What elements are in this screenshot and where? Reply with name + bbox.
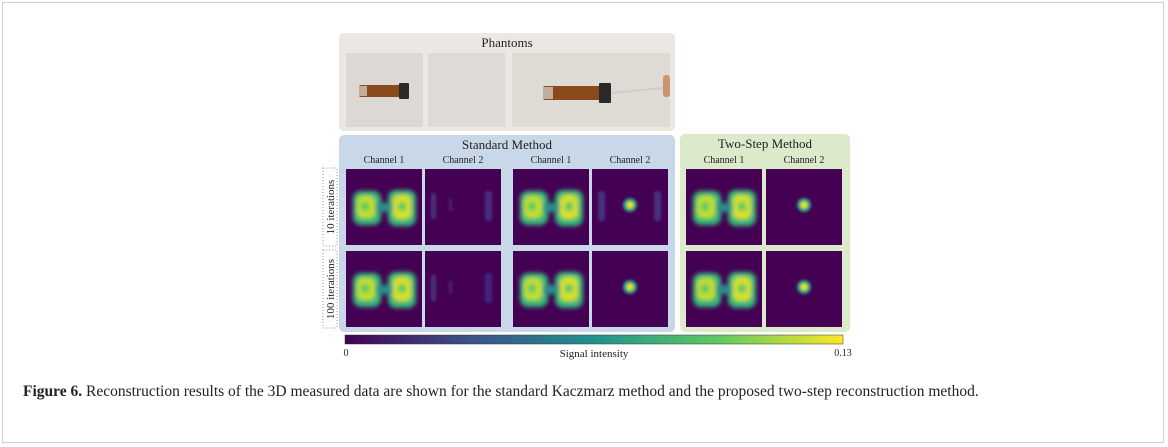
blob — [449, 281, 452, 293]
blob — [565, 284, 573, 293]
heatmap — [686, 251, 762, 327]
heatmap — [592, 251, 668, 327]
channel-label: Channel 1 — [531, 155, 572, 166]
blob — [361, 284, 369, 293]
blob — [398, 284, 406, 293]
row-label: 100 iterations — [325, 259, 337, 319]
channel-label: Channel 1 — [704, 155, 745, 166]
heatmap — [513, 251, 589, 327]
blob — [797, 198, 811, 212]
caption-text: Reconstruction results of the 3D measure… — [86, 383, 979, 400]
colorbar — [345, 335, 843, 344]
heatmap — [425, 251, 501, 327]
blob — [701, 284, 709, 293]
blob — [598, 191, 605, 221]
colorbar-label: Signal intensity — [560, 348, 629, 360]
blob — [623, 280, 637, 294]
blob — [716, 203, 732, 212]
channel-label: Channel 2 — [443, 155, 484, 166]
heatmap — [686, 169, 762, 245]
blob — [738, 202, 746, 211]
blob — [376, 203, 392, 212]
channel-label: Channel 2 — [610, 155, 651, 166]
blob — [701, 202, 709, 211]
heatmap — [346, 251, 422, 327]
row-label: 10 iterations — [325, 180, 337, 235]
caption-label: Figure 6. — [23, 383, 82, 400]
heatmap — [592, 169, 668, 245]
panel-title: Standard Method — [462, 137, 552, 152]
blob — [801, 202, 808, 209]
caption: Figure 6. Reconstruction results of the … — [23, 380, 1103, 403]
heatmap — [766, 251, 842, 327]
blob — [449, 199, 452, 211]
blob — [485, 191, 492, 221]
figure-graphic: Phantoms Standard Method Two-Step Method… — [3, 3, 1163, 373]
blob — [543, 203, 559, 212]
heatmap — [513, 169, 589, 245]
blob — [361, 202, 369, 211]
blob — [398, 202, 406, 211]
blob — [654, 191, 661, 221]
channel-label: Channel 1 — [364, 155, 405, 166]
blob — [627, 284, 634, 291]
heatmap — [346, 169, 422, 245]
blob — [797, 280, 811, 294]
panel-title: Two-Step Method — [718, 136, 813, 151]
photo — [346, 53, 423, 127]
photo — [512, 53, 670, 127]
blob — [528, 202, 536, 211]
colorbar-min: 0 — [344, 348, 349, 359]
blob — [627, 202, 634, 209]
blob — [376, 285, 392, 294]
blob — [485, 273, 492, 303]
blob — [543, 285, 559, 294]
heatmap — [766, 169, 842, 245]
channel-label: Channel 2 — [784, 155, 825, 166]
blob — [801, 284, 808, 291]
blob — [738, 284, 746, 293]
heatmap — [425, 169, 501, 245]
figure: Phantoms Standard Method Two-Step Method… — [2, 2, 1164, 443]
blob — [716, 285, 732, 294]
blob — [431, 193, 436, 219]
photo — [428, 53, 505, 127]
blob — [431, 275, 436, 301]
panel-title: Phantoms — [481, 35, 532, 50]
blob — [565, 202, 573, 211]
blob — [528, 284, 536, 293]
colorbar-max: 0.13 — [834, 348, 852, 359]
